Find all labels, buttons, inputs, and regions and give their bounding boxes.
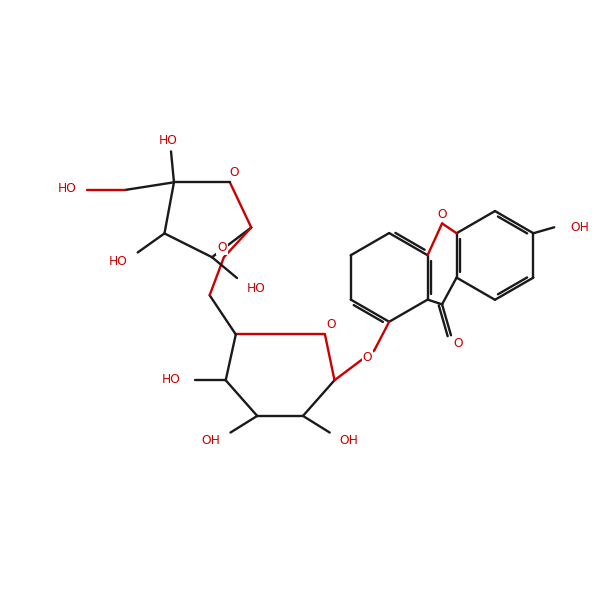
Text: O: O [454, 337, 463, 350]
Text: OH: OH [202, 434, 220, 448]
Text: HO: HO [58, 182, 76, 196]
Text: OH: OH [340, 434, 359, 448]
Text: HO: HO [158, 134, 178, 147]
Text: OH: OH [571, 221, 590, 234]
Text: O: O [230, 166, 239, 179]
Text: O: O [217, 241, 227, 254]
Text: O: O [362, 351, 372, 364]
Text: O: O [326, 318, 336, 331]
Text: O: O [437, 208, 447, 221]
Text: HO: HO [162, 373, 181, 386]
Text: HO: HO [247, 281, 265, 295]
Text: HO: HO [109, 256, 128, 268]
